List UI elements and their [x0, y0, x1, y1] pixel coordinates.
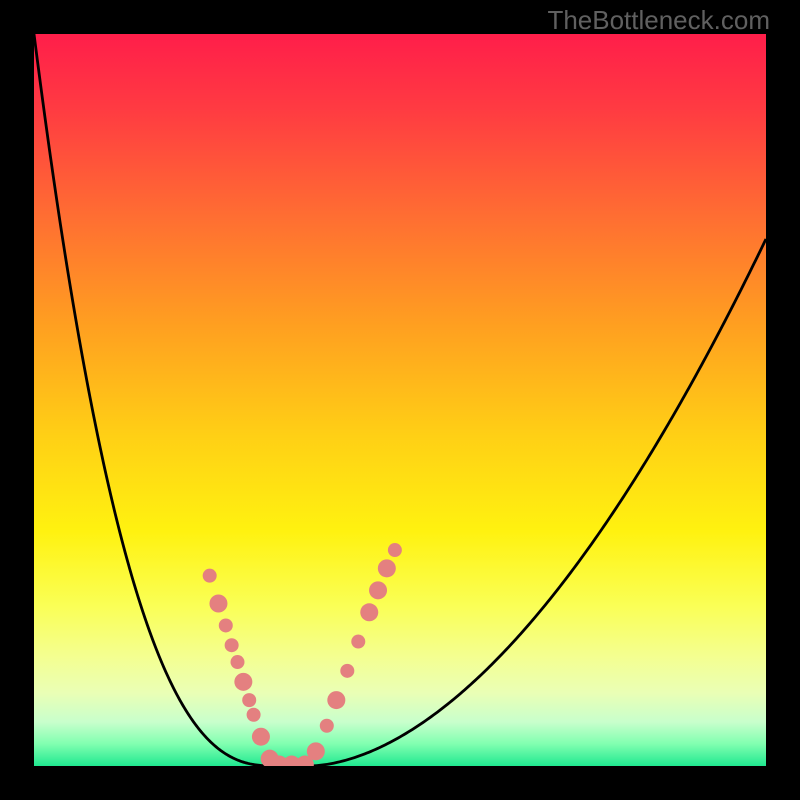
- data-marker: [203, 569, 217, 583]
- right-curve: [309, 239, 767, 766]
- data-marker: [234, 673, 252, 691]
- data-marker: [242, 693, 256, 707]
- data-marker: [360, 603, 378, 621]
- curve-layer: [34, 34, 766, 766]
- data-marker: [307, 742, 325, 760]
- data-marker: [231, 655, 245, 669]
- data-marker: [219, 618, 233, 632]
- data-marker: [351, 635, 365, 649]
- data-marker: [209, 595, 227, 613]
- watermark-text: TheBottleneck.com: [547, 5, 770, 36]
- data-marker: [252, 728, 270, 746]
- data-marker: [378, 559, 396, 577]
- data-marker: [247, 708, 261, 722]
- data-marker: [369, 581, 387, 599]
- data-marker: [225, 638, 239, 652]
- data-marker: [340, 664, 354, 678]
- chart-container: TheBottleneck.com: [0, 0, 800, 800]
- data-marker: [320, 719, 334, 733]
- data-marker: [327, 691, 345, 709]
- data-marker: [388, 543, 402, 557]
- plot-area: [34, 34, 766, 766]
